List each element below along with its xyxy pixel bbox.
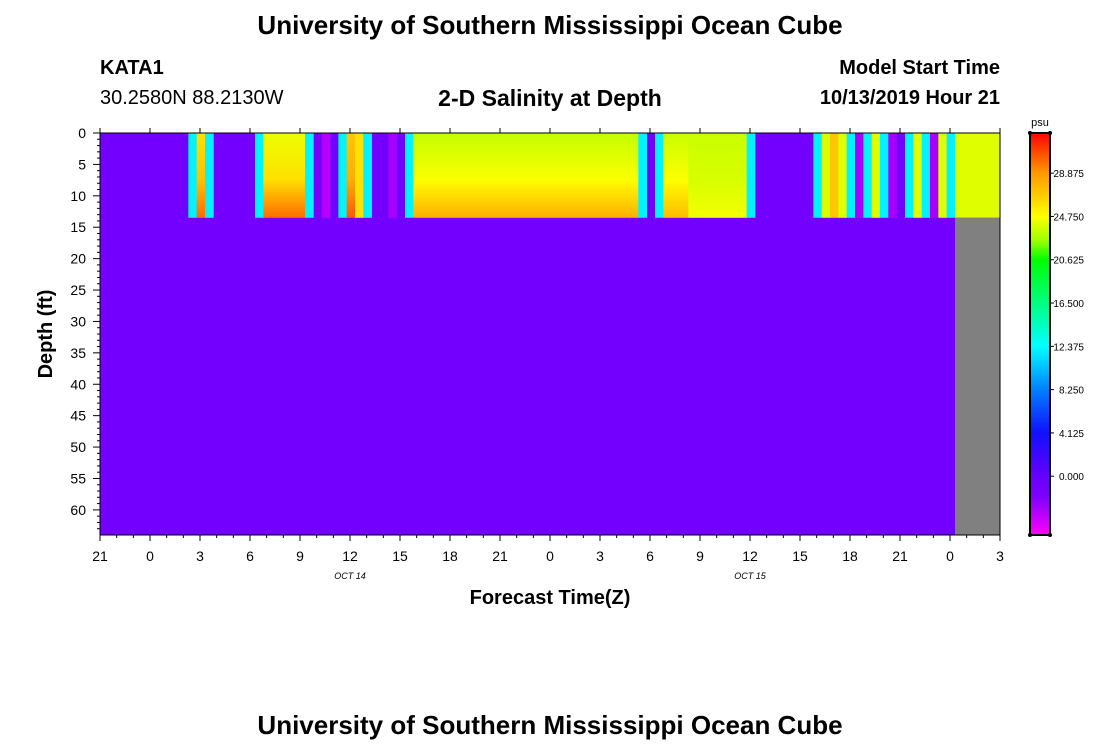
- salinity-chart: 21 0 3 6 9 12 15 18 21 0 3 6 9 12 15 18 21 0 3 OCT 14 OCT 15…: [35, 117, 1084, 609]
- salinity-column: [846, 133, 856, 218]
- x-tick-label: 21: [92, 548, 108, 564]
- date-label: OCT 15: [734, 571, 767, 581]
- colorbar-tick-label: 12.375: [1053, 342, 1084, 353]
- page-title: University of Southern Mississippi Ocean…: [257, 10, 843, 40]
- salinity-column: [255, 133, 264, 218]
- x-tick-label: 3: [196, 548, 204, 564]
- colorbar-tick-label: 4.125: [1059, 429, 1084, 440]
- salinity-column: [196, 133, 206, 218]
- salinity-column: [655, 133, 664, 218]
- salinity-column: [946, 133, 956, 218]
- x-tick-label: 0: [946, 548, 954, 564]
- salinity-column: [205, 133, 214, 218]
- colorbar-tick-label: 8.250: [1059, 386, 1084, 397]
- x-tick-label: 18: [842, 548, 858, 564]
- x-tick-label: 18: [442, 548, 458, 564]
- y-axis-label: Depth (ft): [35, 290, 57, 379]
- salinity-column: [413, 133, 639, 218]
- x-tick-label: 9: [696, 548, 704, 564]
- colorbar-corner: [1048, 131, 1052, 135]
- salinity-column: [930, 133, 939, 218]
- y-tick-label: 20: [70, 251, 86, 267]
- colorbar-tick-label: 24.750: [1053, 212, 1084, 223]
- y-tick-label: 15: [70, 219, 86, 235]
- y-axis: 0 5 10 15 20 25 30 35 40 45 50 55 60: [70, 125, 100, 530]
- x-tick-label: 15: [792, 548, 808, 564]
- y-tick-label: 35: [70, 345, 86, 361]
- salinity-column: [363, 133, 373, 218]
- colorbar-corner: [1028, 533, 1032, 537]
- salinity-column: [888, 133, 898, 218]
- date-label: OCT 14: [334, 571, 366, 581]
- salinity-column: [663, 133, 689, 218]
- y-tick-label: 5: [78, 156, 86, 172]
- x-tick-label: 0: [146, 548, 154, 564]
- colorbar-corner: [1048, 533, 1052, 537]
- salinity-column: [321, 133, 331, 218]
- y-tick-label: 25: [70, 282, 86, 298]
- salinity-column: [938, 133, 948, 218]
- y-tick-label: 50: [70, 439, 86, 455]
- y-tick-label: 60: [70, 502, 86, 518]
- salinity-column: [863, 133, 873, 218]
- x-tick-label: 15: [392, 548, 408, 564]
- salinity-column: [263, 133, 306, 218]
- salinity-column: [746, 133, 756, 218]
- station-id: KATA1: [100, 57, 164, 79]
- y-tick-label: 45: [70, 408, 86, 424]
- colorbar-tick-label: 20.625: [1053, 256, 1084, 267]
- plot-title: 2-D Salinity at Depth: [438, 85, 662, 111]
- footer-title: University of Southern Mississippi Ocean…: [257, 710, 843, 740]
- heatmap-plot-area: [99, 132, 1001, 536]
- salinity-column: [855, 133, 864, 218]
- y-tick-label: 30: [70, 313, 86, 329]
- no-data-region: [955, 217, 1000, 535]
- salinity-column: [638, 133, 648, 218]
- salinity-column: [688, 133, 748, 218]
- y-tick-label: 40: [70, 376, 86, 392]
- salinity-column: [830, 133, 839, 218]
- x-tick-label: 3: [996, 548, 1004, 564]
- colorbar-tick-label: 0.000: [1059, 472, 1084, 483]
- y-tick-label: 0: [78, 125, 86, 141]
- colorbar-tick-label: 16.500: [1053, 299, 1084, 310]
- salinity-column: [955, 133, 1001, 218]
- x-tick-label: 12: [342, 548, 358, 564]
- colorbar-unit-label: psu: [1031, 117, 1049, 129]
- salinity-column: [838, 133, 848, 218]
- colorbar-tick-label: 28.875: [1053, 169, 1084, 180]
- salinity-column: [913, 133, 923, 218]
- salinity-column: [405, 133, 414, 218]
- x-tick-label: 9: [296, 548, 304, 564]
- salinity-column: [346, 133, 356, 218]
- colorbar-gradient: [1029, 132, 1051, 536]
- x-tick-label: 21: [892, 548, 908, 564]
- model-start-value: 10/13/2019 Hour 21: [819, 87, 1000, 109]
- x-tick-label: 3: [596, 548, 604, 564]
- x-tick-label: 6: [246, 548, 254, 564]
- salinity-column: [305, 133, 314, 218]
- x-axis: 21 0 3 6 9 12 15 18 21 0 3 6 9 12 15 18 21 0 3 OCT 14 OCT 15: [92, 128, 1004, 581]
- salinity-column: [905, 133, 914, 218]
- salinity-column: [880, 133, 889, 218]
- salinity-column: [921, 133, 931, 218]
- y-tick-label: 10: [70, 188, 86, 204]
- colorbar-corner: [1028, 131, 1032, 135]
- x-tick-label: 12: [742, 548, 758, 564]
- salinity-column: [355, 133, 364, 218]
- station-coordinates: 30.2580N 88.2130W: [100, 87, 284, 109]
- model-start-label: Model Start Time: [839, 57, 1000, 79]
- salinity-column: [188, 133, 198, 218]
- y-tick-label: 55: [70, 470, 86, 486]
- x-tick-label: 21: [492, 548, 508, 564]
- colorbar: 28.875 24.750 20.625 16.500 12.375 8.250 4.125…: [1028, 131, 1084, 537]
- x-tick-label: 6: [646, 548, 654, 564]
- x-tick-label: 0: [546, 548, 554, 564]
- salinity-column: [871, 133, 881, 218]
- x-axis-label: Forecast Time(Z): [470, 587, 631, 609]
- salinity-column: [388, 133, 398, 218]
- salinity-column: [813, 133, 823, 218]
- salinity-column: [338, 133, 348, 218]
- salinity-column: [821, 133, 831, 218]
